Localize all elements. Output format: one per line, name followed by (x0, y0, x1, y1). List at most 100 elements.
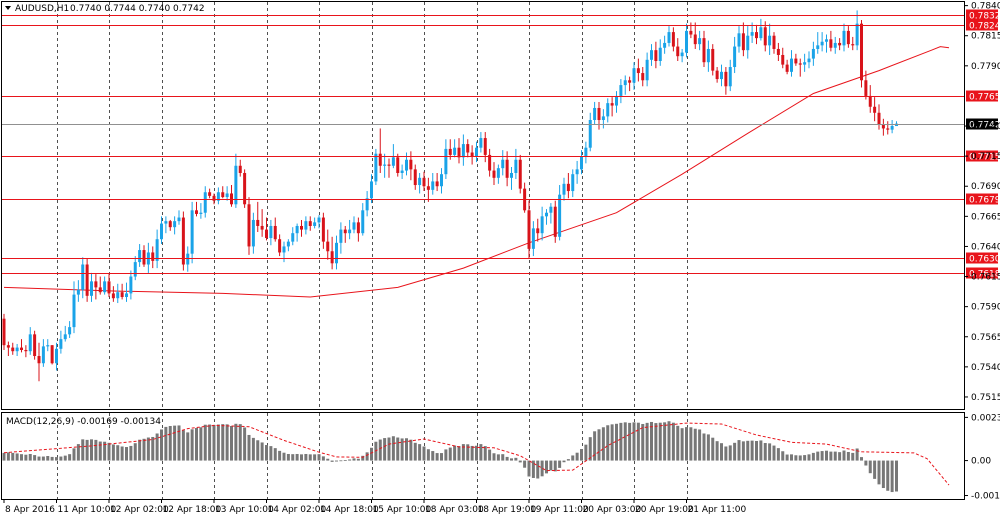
macd-bar (278, 450, 282, 461)
candle (225, 186, 229, 201)
macd-bar (247, 434, 251, 461)
candle-body (138, 250, 142, 263)
candle-body (343, 229, 347, 234)
candle-body (181, 217, 185, 265)
candle-body (94, 281, 98, 288)
candle (842, 23, 846, 52)
macd-bar (776, 448, 780, 461)
candle (685, 23, 688, 58)
candle-body (527, 210, 531, 249)
candle (138, 244, 142, 267)
candle (895, 121, 898, 127)
candle-body (536, 228, 540, 234)
level-tag (966, 19, 998, 31)
macd-bar (846, 451, 850, 461)
candle (720, 64, 723, 87)
candle (24, 345, 28, 358)
symbol-dropdown-icon[interactable] (5, 6, 11, 10)
candle (505, 151, 509, 187)
macd-bar (632, 422, 636, 461)
candle (864, 70, 868, 100)
candle-body (483, 138, 487, 155)
macd-bar (597, 429, 601, 461)
candle-body (326, 241, 330, 252)
candle-body (308, 221, 312, 226)
candle (846, 26, 850, 48)
macd-bar (265, 445, 268, 461)
macd-bar (173, 425, 177, 461)
macd-bar (737, 440, 741, 461)
candles-layer (2, 10, 898, 382)
macd-bar (558, 460, 562, 468)
candle (265, 217, 268, 241)
candle-body (514, 159, 518, 173)
candle (63, 325, 67, 342)
macd-bar (811, 452, 815, 461)
macd-bar (457, 446, 461, 461)
candle-body (706, 48, 710, 63)
candle (781, 47, 785, 69)
macd-bar (46, 456, 50, 461)
candle-body (816, 45, 820, 49)
candle-body (881, 124, 885, 129)
macd-tick-label: -0.00191 (971, 492, 1000, 502)
candle (6, 341, 10, 357)
candle (212, 193, 216, 205)
level-tag (966, 252, 998, 264)
candle (566, 172, 570, 199)
main-panel-frame (1, 1, 965, 410)
candle-body (851, 44, 855, 46)
macd-tick-label: 0.00236 (971, 413, 1000, 423)
candle-body (676, 46, 680, 57)
candle-body (168, 221, 172, 228)
macd-bar (304, 453, 308, 461)
candle (461, 134, 465, 166)
moving-average-layer (3, 46, 950, 298)
candle (396, 153, 400, 177)
macd-bar (116, 445, 120, 461)
candle (94, 274, 98, 300)
candle (833, 36, 837, 54)
candle-body (667, 32, 671, 43)
current-price-label: 0.7742 (969, 121, 1000, 131)
candle-body (286, 241, 290, 247)
candle (356, 217, 360, 242)
candle-body (225, 193, 229, 198)
candle-body (663, 42, 667, 48)
macd-bar (400, 438, 404, 461)
candle (496, 164, 500, 184)
candle (343, 225, 347, 243)
candle (160, 216, 163, 245)
candle-body (444, 148, 448, 175)
macd-bar (549, 460, 553, 471)
macd-bar (807, 454, 811, 461)
candle (435, 172, 439, 192)
time-tick-label: 18 Apr 03:00 (425, 505, 484, 515)
candle (120, 283, 124, 300)
candle-body (636, 68, 640, 74)
macd-bar (698, 429, 702, 461)
candle-body (855, 23, 859, 46)
candle (772, 32, 776, 54)
candle-body (195, 210, 198, 214)
candle-body (24, 349, 28, 352)
candle (453, 139, 457, 158)
candle (90, 272, 93, 302)
candle (558, 185, 562, 241)
level-tag-label: 0.7679 (969, 196, 1000, 206)
macd-bar (886, 460, 890, 491)
candle (816, 32, 820, 54)
candle (641, 67, 645, 87)
candle (273, 217, 277, 242)
macd-bar (702, 433, 706, 461)
candle-body (125, 293, 128, 298)
macd-bar (448, 447, 452, 461)
macd-bar (895, 460, 898, 492)
candle-body (440, 174, 443, 187)
candle (426, 177, 430, 202)
price-tick-label: 0.7790 (971, 62, 1000, 72)
macd-bar (138, 439, 142, 461)
candle-body (164, 221, 168, 224)
candle-body (628, 80, 632, 83)
candle (203, 186, 207, 218)
